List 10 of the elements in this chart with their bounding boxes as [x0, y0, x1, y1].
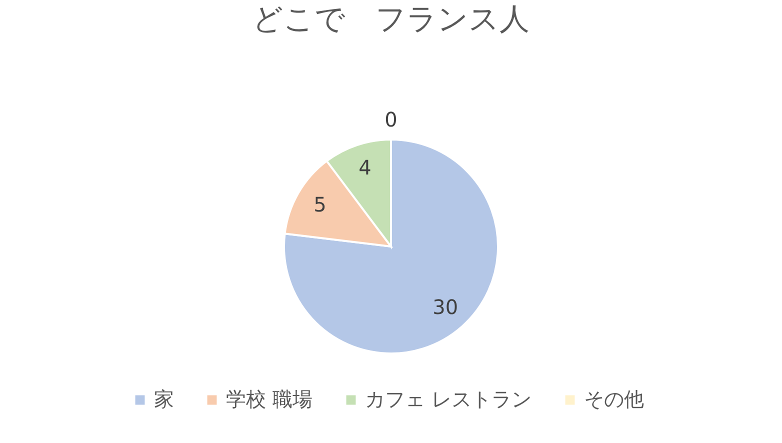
legend-label: カフェ レストラン — [365, 387, 532, 411]
text: 0 — [384, 108, 398, 132]
legend-label: その他 — [584, 387, 644, 411]
legend-label: 学校 職場 — [226, 387, 312, 411]
pie-slice — [283, 138, 499, 354]
chart-title: どこで フランス人 — [252, 2, 530, 37]
data-label: 4 — [358, 156, 372, 180]
data-label: 5 — [314, 192, 326, 216]
data-label: 30 — [432, 294, 458, 319]
legend-label: 家 — [154, 387, 174, 411]
